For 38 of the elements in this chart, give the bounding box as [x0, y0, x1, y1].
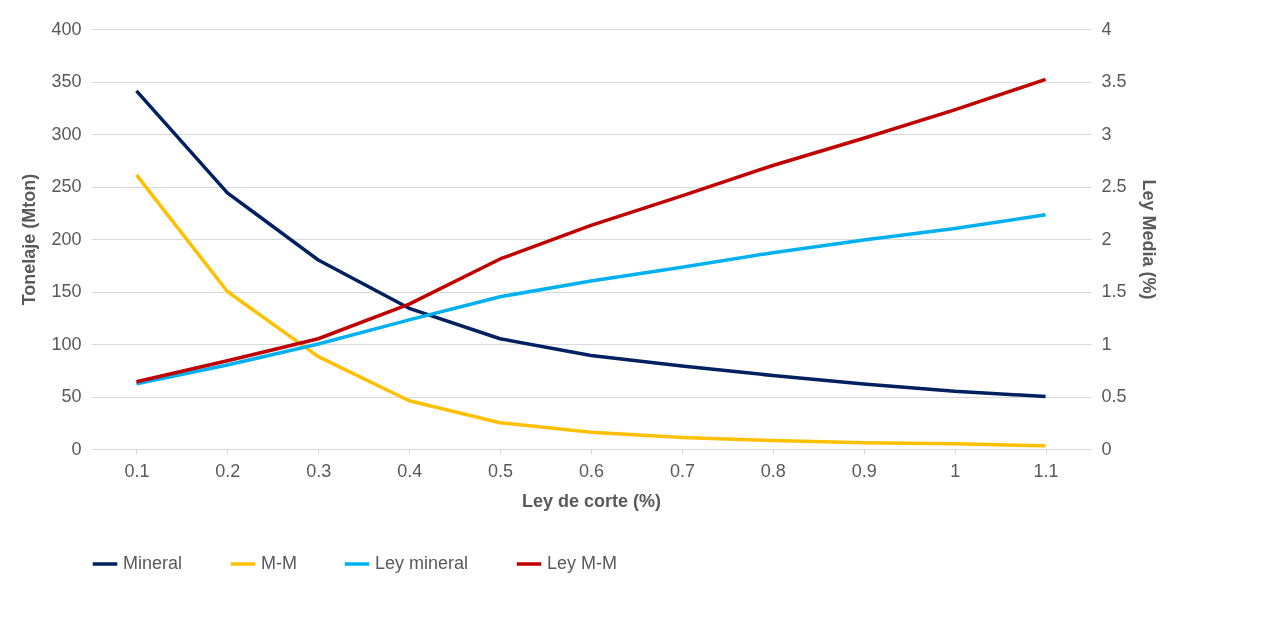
x-tick-label: 0.5	[488, 460, 514, 481]
x-tick-label: 0.3	[306, 460, 332, 481]
y2-tick-label: 2.5	[1101, 176, 1127, 196]
y-tick-label: 400	[51, 18, 82, 39]
x-tick-label: 0.2	[215, 460, 241, 481]
x-tick-label: 0.7	[669, 460, 695, 481]
y-tick-label: 0	[71, 438, 82, 459]
x-tick-label: 0.1	[124, 460, 150, 481]
x-tick-label: 0.8	[760, 460, 786, 481]
y-axis-title: Tonelaje (Mton)	[19, 173, 40, 306]
y2-tick-label: 3	[1101, 123, 1112, 144]
x-tick-label: 0.6	[578, 460, 605, 481]
y2-tick-label: 1	[1101, 333, 1112, 354]
y2-tick-label: 0	[1101, 438, 1112, 459]
y2-tick-label: 4	[1101, 18, 1112, 39]
y-tick-label: 150	[51, 281, 82, 301]
y-tick-label: 300	[51, 123, 82, 144]
y2-axis-title: Ley Media (%)	[1138, 179, 1159, 300]
legend-label: Ley mineral	[375, 553, 469, 573]
legend-label: M-M	[261, 553, 297, 573]
line-series	[134, 213, 1048, 386]
x-tick-label: 1.1	[1033, 460, 1059, 481]
y-tick-label: 100	[51, 333, 82, 354]
line-series	[134, 173, 1048, 448]
x-tick-label: 0.9	[851, 460, 877, 481]
y-tick-label: 200	[51, 228, 82, 249]
y-tick-label: 350	[51, 71, 82, 91]
y2-tick-label: 3.5	[1101, 71, 1127, 91]
legend-label: Ley M-M	[547, 553, 618, 573]
y2-tick-label: 0.5	[1101, 386, 1127, 406]
y2-tick-label: 1.5	[1101, 281, 1127, 301]
x-axis-title: Ley de corte (%)	[521, 490, 662, 511]
y-tick-label: 50	[61, 386, 82, 406]
legend-label: Mineral	[123, 553, 183, 573]
y-tick-label: 250	[51, 176, 82, 196]
y2-tick-label: 2	[1101, 228, 1112, 249]
x-tick-label: 1	[950, 460, 961, 481]
x-tick-label: 0.4	[397, 460, 423, 481]
